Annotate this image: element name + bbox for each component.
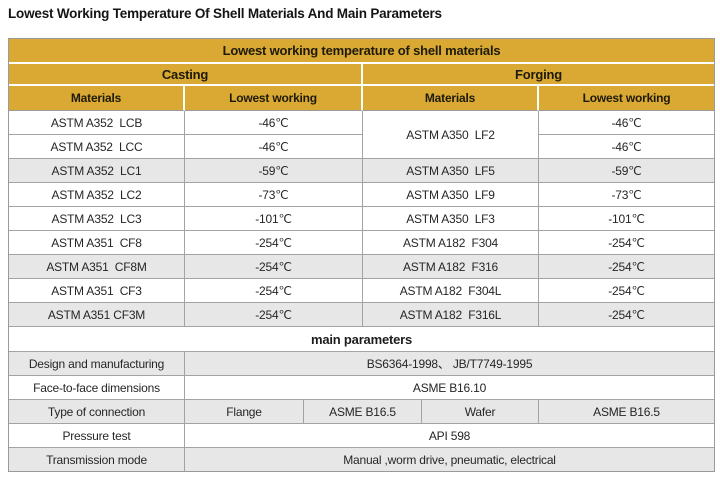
temp-cell: -254℃ <box>185 255 363 279</box>
shell-table-header: Lowest working temperature of shell mate… <box>9 39 714 64</box>
material-cell: ASTM A352 LC3 <box>9 207 185 231</box>
connection-wafer-cell: Wafer <box>422 400 539 424</box>
group-header-casting: Casting <box>9 64 363 86</box>
temp-cell: -46℃ <box>185 111 363 135</box>
material-cell: ASTM A350 LF9 <box>363 183 539 207</box>
column-header-lowest-casting: Lowest working <box>185 86 363 111</box>
parameter-value: API 598 <box>185 424 714 448</box>
parameter-label: Type of connection <box>9 400 185 424</box>
material-cell: ASTM A351 CF3M <box>9 303 185 327</box>
material-cell: ASTM A351 CF3 <box>9 279 185 303</box>
parameter-label: Design and manufacturing <box>9 352 185 376</box>
column-header-lowest-forging: Lowest working <box>539 86 714 111</box>
material-cell-merged: ASTM A350 LF2 <box>363 111 539 159</box>
temp-cell: -254℃ <box>185 231 363 255</box>
page-title: Lowest Working Temperature Of Shell Mate… <box>8 6 442 21</box>
parameter-value: Manual ,worm drive, pneumatic, electrica… <box>185 448 714 471</box>
group-header-forging: Forging <box>363 64 714 86</box>
material-cell: ASTM A352 LC1 <box>9 159 185 183</box>
material-cell: ASTM A352 LCB <box>9 111 185 135</box>
column-header-materials-casting: Materials <box>9 86 185 111</box>
temp-cell: -73℃ <box>539 183 714 207</box>
connection-flange-cell: Flange <box>185 400 304 424</box>
material-cell: ASTM A352 LCC <box>9 135 185 159</box>
material-cell: ASTM A352 LC2 <box>9 183 185 207</box>
column-header-materials-forging: Materials <box>363 86 539 111</box>
parameter-label: Pressure test <box>9 424 185 448</box>
temp-cell: -46℃ <box>539 111 714 135</box>
parameter-label: Transmission mode <box>9 448 185 471</box>
connection-flange-standard-cell: ASME B16.5 <box>304 400 422 424</box>
material-cell: ASTM A182 F316 <box>363 255 539 279</box>
temp-cell: -254℃ <box>185 303 363 327</box>
material-cell: ASTM A351 CF8 <box>9 231 185 255</box>
temp-cell: -59℃ <box>185 159 363 183</box>
material-cell: ASTM A182 F304L <box>363 279 539 303</box>
temp-cell: -254℃ <box>185 279 363 303</box>
parameter-value: BS6364-1998、 JB/T7749-1995 <box>185 352 714 376</box>
material-cell: ASTM A350 LF5 <box>363 159 539 183</box>
temp-cell: -46℃ <box>185 135 363 159</box>
temp-cell: -73℃ <box>185 183 363 207</box>
material-cell: ASTM A351 CF8M <box>9 255 185 279</box>
temp-cell: -101℃ <box>539 207 714 231</box>
temp-cell: -254℃ <box>539 255 714 279</box>
temp-cell: -46℃ <box>539 135 714 159</box>
connection-wafer-standard-cell: ASME B16.5 <box>539 400 714 424</box>
parameter-value: ASME B16.10 <box>185 376 714 400</box>
temp-cell: -59℃ <box>539 159 714 183</box>
temp-cell: -254℃ <box>539 303 714 327</box>
material-cell: ASTM A182 F316L <box>363 303 539 327</box>
temp-cell: -254℃ <box>539 279 714 303</box>
material-cell: ASTM A350 LF3 <box>363 207 539 231</box>
parameter-label: Face-to-face dimensions <box>9 376 185 400</box>
main-parameters-header: main parameters <box>9 327 714 352</box>
spec-table: Lowest working temperature of shell mate… <box>8 38 715 472</box>
temp-cell: -254℃ <box>539 231 714 255</box>
material-cell: ASTM A182 F304 <box>363 231 539 255</box>
temp-cell: -101℃ <box>185 207 363 231</box>
